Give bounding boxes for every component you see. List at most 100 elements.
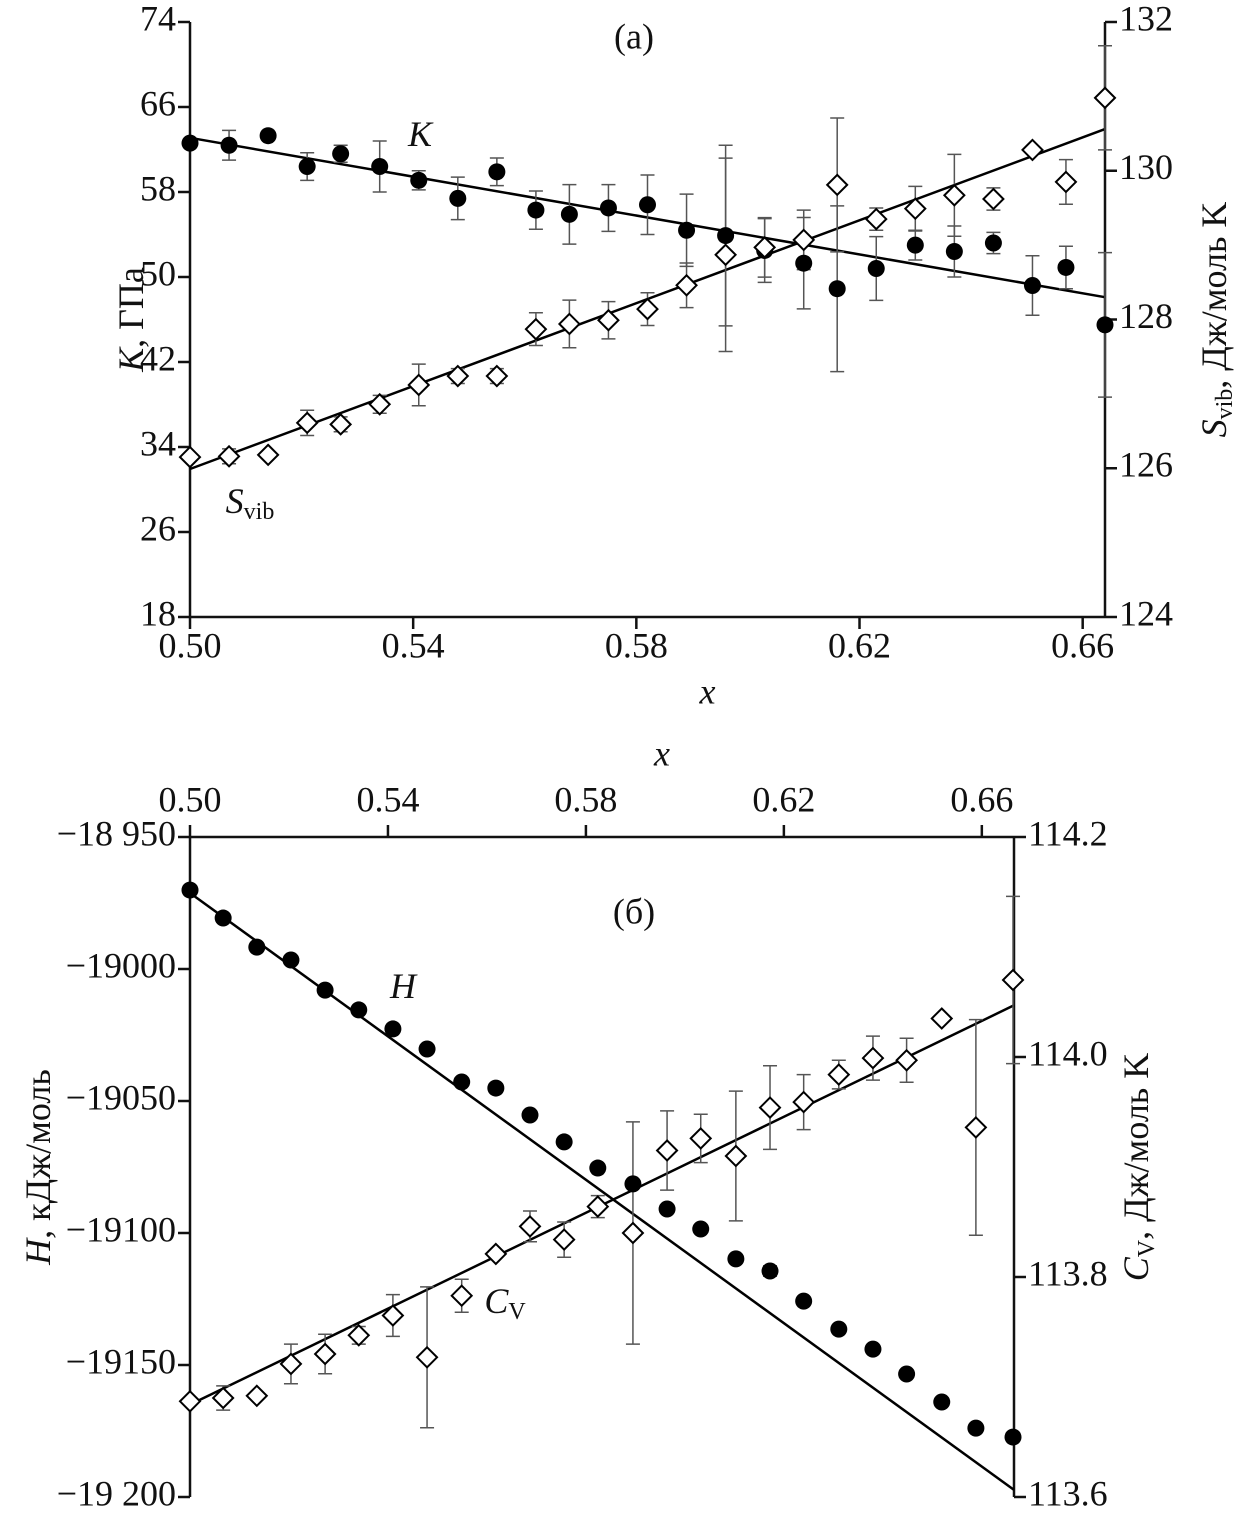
data-point xyxy=(864,207,888,231)
x-tick-label: 0.54 xyxy=(356,779,419,819)
data-point xyxy=(1093,86,1117,110)
data-point xyxy=(368,392,392,416)
data-point xyxy=(589,1159,607,1177)
data-point xyxy=(485,364,509,388)
axis-title-symbol: H xyxy=(18,1237,58,1266)
y-tick-label: −19 200 xyxy=(57,1473,176,1513)
data-point xyxy=(678,221,696,239)
data-point xyxy=(1021,138,1044,162)
data-point xyxy=(828,280,846,298)
y-tick-label: 42 xyxy=(140,338,176,378)
data-point xyxy=(639,196,656,214)
data-point xyxy=(903,197,927,221)
data-point xyxy=(279,1352,303,1376)
data-point xyxy=(350,1001,368,1019)
data-point xyxy=(895,1048,919,1072)
data-point xyxy=(295,411,319,435)
data-point xyxy=(692,1220,710,1238)
data-point xyxy=(418,1040,436,1058)
y-tick-label: 18 xyxy=(140,593,176,633)
data-point xyxy=(675,273,698,297)
y-tick-label: −18 950 xyxy=(57,813,176,853)
axis-title-text: , Дж/моль K xyxy=(1116,1053,1156,1240)
data-point xyxy=(1057,258,1075,276)
data-point xyxy=(795,254,813,272)
axis-title-symbol: S xyxy=(1194,419,1234,437)
data-point xyxy=(827,1063,851,1087)
axis-title-subscript: V xyxy=(1134,1239,1160,1257)
y2-tick-label: 113.8 xyxy=(1028,1253,1108,1293)
y2-tick-label: 124 xyxy=(1119,593,1173,633)
data-point xyxy=(792,228,816,252)
axis-title: H, кДж/моль xyxy=(18,1069,58,1266)
data-point xyxy=(658,1200,676,1218)
data-point xyxy=(450,1284,474,1308)
data-point xyxy=(597,308,620,332)
data-point xyxy=(930,1007,954,1030)
x-axis-title: x xyxy=(699,671,716,711)
data-point xyxy=(1004,1428,1022,1446)
data-point xyxy=(329,412,353,436)
y-tick-label: −19150 xyxy=(66,1341,176,1381)
axis-title-text: , кДж/моль xyxy=(18,1069,58,1239)
data-point xyxy=(518,1214,542,1238)
data-point xyxy=(552,1228,576,1252)
data-point xyxy=(933,1393,951,1411)
data-point xyxy=(453,1073,471,1091)
data-point xyxy=(410,171,428,189)
data-point xyxy=(624,1175,642,1193)
axis-title: CV, Дж/моль K xyxy=(1116,1053,1159,1281)
data-point xyxy=(1096,316,1114,334)
data-point xyxy=(724,1144,748,1168)
data-point xyxy=(636,297,659,321)
data-point xyxy=(347,1323,371,1347)
y2-tick-label: 126 xyxy=(1119,445,1173,485)
data-point xyxy=(298,158,316,175)
data-point xyxy=(689,1126,713,1150)
data-point xyxy=(906,236,924,254)
y2-tick-label: 113.6 xyxy=(1028,1473,1108,1513)
x-tick-label: 0.50 xyxy=(159,779,222,819)
y-tick-label: 34 xyxy=(140,423,176,463)
series-label-symbol: K xyxy=(407,114,434,154)
data-point xyxy=(381,1304,405,1327)
data-point xyxy=(449,189,467,207)
data-point xyxy=(211,1386,235,1410)
y2-tick-label: 130 xyxy=(1119,147,1173,187)
data-point xyxy=(825,173,849,197)
data-point xyxy=(316,981,334,999)
data-point xyxy=(487,1079,505,1097)
data-point xyxy=(527,201,545,219)
series-label: K xyxy=(407,114,434,154)
x-tick-label: 0.54 xyxy=(382,625,445,665)
axis-title-text: , ГПа xyxy=(111,267,151,348)
data-point xyxy=(488,163,506,181)
series-label-symbol: S xyxy=(226,481,244,521)
x-tick-label: 0.66 xyxy=(950,779,1013,819)
y-tick-label: −19100 xyxy=(66,1209,176,1249)
data-point xyxy=(524,317,548,341)
y2-tick-label: 132 xyxy=(1119,0,1173,38)
data-point xyxy=(282,951,300,969)
data-point xyxy=(967,1419,985,1437)
axis-title-subscript: vib xyxy=(1212,389,1238,420)
data-point xyxy=(864,1340,882,1358)
data-point xyxy=(560,205,578,223)
data-point xyxy=(945,243,963,260)
x-tick-label: 0.62 xyxy=(752,779,815,819)
y-tick-label: 50 xyxy=(140,253,176,293)
data-point xyxy=(861,1046,885,1070)
data-point xyxy=(795,1292,813,1310)
data-point xyxy=(753,235,777,259)
axis-title-symbol: K xyxy=(111,346,151,373)
y2-tick-label: 114.0 xyxy=(1028,1033,1108,1073)
axis-title: Svib, Дж/моль K xyxy=(1194,202,1237,438)
x-tick-label: 0.62 xyxy=(828,625,891,665)
axis-title-symbol: C xyxy=(1116,1256,1156,1281)
data-point xyxy=(256,443,280,467)
x-tick-label: 0.50 xyxy=(159,625,222,665)
y-tick-label: 26 xyxy=(140,508,176,548)
data-point xyxy=(867,260,885,277)
y-tick-label: −19000 xyxy=(66,945,176,985)
